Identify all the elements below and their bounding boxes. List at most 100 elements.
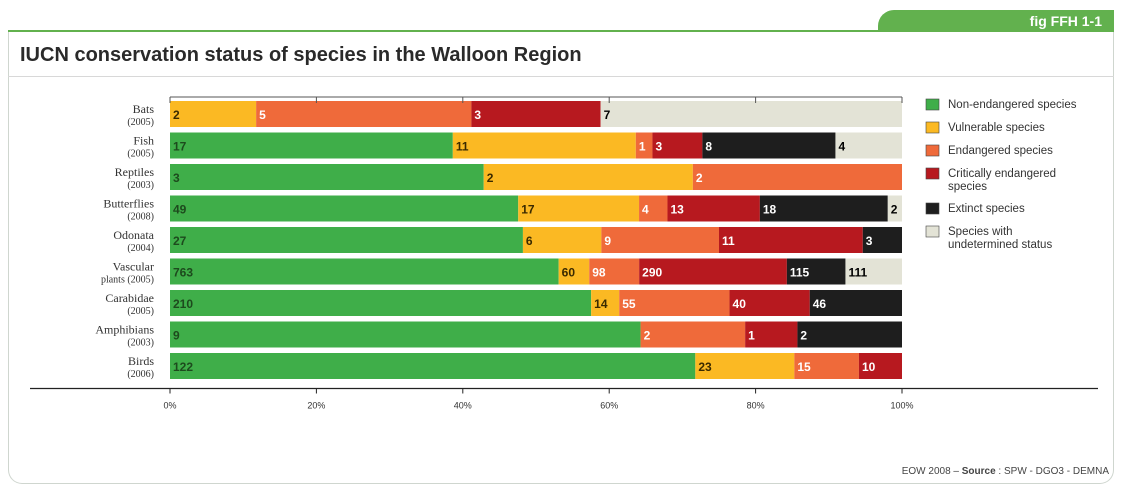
legend-swatch [925,144,940,157]
bar-value-label: 6 [526,234,533,248]
bar-segment [591,290,620,316]
bar-segment [522,227,602,253]
bar-value-label: 23 [698,360,712,374]
bar-segment [794,353,859,379]
category-year-label: (2003) [127,180,154,191]
bar-segment [170,290,592,316]
bar-value-label: 1 [748,329,755,343]
bar-segment [452,132,636,159]
x-tick-label: 60% [600,401,618,411]
category-label: Amphibians [95,323,154,337]
legend-swatch [925,202,940,215]
category-year-label: (2005) [127,149,154,160]
legend-label: Species with undetermined status [948,226,1052,251]
bar-value-label: 2 [800,329,807,343]
bar-segment [639,258,787,285]
bar-value-label: 55 [622,297,636,311]
bar-value-label: 18 [763,203,777,217]
bar-value-label: 40 [733,297,747,311]
bar-segment [835,132,902,159]
category-year-label: plants (2005) [101,275,154,286]
x-tick-label: 80% [747,401,765,411]
bar-segment [170,227,523,253]
bar-segment [692,164,902,190]
bar-value-label: 7 [604,108,611,122]
bar-segment [862,227,902,253]
legend-label: Extinct species [948,203,1025,215]
bar-segment [729,290,810,316]
legend-label: Non-endangered species [948,99,1077,111]
bar-value-label: 17 [173,140,187,154]
category-label: Vascular [113,260,154,274]
bar-segment [601,227,719,253]
source-rest: : SPW - DGO3 - DEMNA [995,466,1109,477]
bar-segment [695,353,795,379]
category-year-label: (2003) [127,338,154,349]
bar-value-label: 60 [562,266,576,280]
bar-value-label: 15 [797,360,811,374]
bar-value-label: 2 [696,171,703,185]
bar-value-label: 2 [487,171,494,185]
bar-segment [719,227,863,253]
x-tick-label: 40% [454,401,472,411]
x-tick-label: 0% [163,401,176,411]
bar-value-label: 8 [705,140,712,154]
bar-segment [858,353,902,379]
title-divider [8,76,1114,77]
bar-value-label: 11 [722,234,735,248]
bar-value-label: 27 [173,234,187,248]
bar-value-label: 3 [866,234,873,248]
bar-value-label: 9 [604,234,611,248]
bar-segment [170,132,453,159]
category-year-label: (2008) [127,212,154,223]
bar-segment [170,321,641,348]
bar-value-label: 46 [813,297,827,311]
bar-segment [667,195,760,222]
bar-value-label: 290 [642,266,662,280]
bar-value-label: 4 [838,140,845,154]
bar-value-label: 17 [521,203,535,217]
category-label: Bats [133,102,155,116]
bar-segment [589,258,640,285]
source-prefix: EOW 2008 – [901,466,962,477]
bar-value-label: 122 [173,360,193,374]
category-label: Reptiles [115,165,155,179]
bar-value-label: 3 [655,140,662,154]
category-year-label: (2004) [127,243,154,254]
bar-segment [619,290,730,316]
category-year-label: (2006) [127,369,154,380]
bar-value-label: 13 [670,203,684,217]
bar-value-label: 5 [259,108,266,122]
bar-value-label: 49 [173,203,187,217]
bar-segment [639,195,668,222]
bar-segment [518,195,640,222]
bar-segment [170,195,519,222]
bar-value-label: 98 [592,266,606,280]
bar-value-label: 3 [173,171,180,185]
bar-value-label: 111 [848,266,867,280]
bar-segment [170,164,484,190]
bar-segment [558,258,590,285]
bar-segment [170,353,696,379]
x-tick-label: 20% [307,401,325,411]
bar-segment [652,132,703,159]
category-label: Birds [128,354,154,368]
bar-segment [170,258,559,285]
bar-value-label: 1 [639,140,646,154]
bar-segment [845,258,902,285]
bar-segment [640,321,746,348]
bar-segment [471,101,601,127]
legend-label: Endangered species [948,145,1053,157]
bar-value-label: 4 [642,203,649,217]
bar-value-label: 2 [644,329,651,343]
bar-segment [745,321,798,348]
bar-segment [759,195,888,222]
bar-value-label: 115 [790,266,810,280]
bar-value-label: 210 [173,297,193,311]
bar-value-label: 3 [474,108,481,122]
bar-segment [256,101,472,127]
source-label: Source [961,466,996,477]
figure-top-rule [8,30,1114,32]
bar-segment [702,132,836,159]
